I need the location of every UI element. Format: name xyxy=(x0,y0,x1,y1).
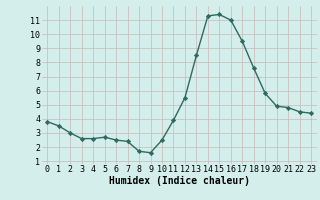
X-axis label: Humidex (Indice chaleur): Humidex (Indice chaleur) xyxy=(109,176,250,186)
